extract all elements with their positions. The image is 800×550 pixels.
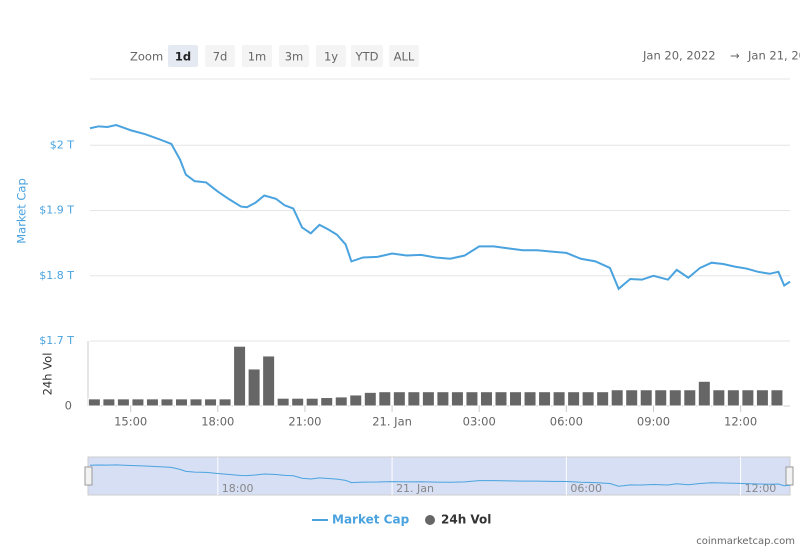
x-tick-label: 21:00 bbox=[288, 415, 321, 429]
zoom-button-label: ALL bbox=[394, 50, 415, 64]
legend-label[interactable]: Market Cap bbox=[332, 513, 410, 527]
volume-bar bbox=[407, 391, 421, 407]
volume-bar bbox=[741, 389, 755, 407]
x-tick-label: 21. Jan bbox=[372, 415, 412, 429]
volume-bar bbox=[174, 398, 188, 407]
zoom-button-label: YTD bbox=[355, 50, 379, 64]
volume-bar bbox=[581, 391, 595, 407]
volume-bar bbox=[189, 398, 203, 407]
zoom-button-label: 1m bbox=[248, 50, 267, 64]
volume-bar bbox=[450, 391, 464, 407]
volume-bar bbox=[116, 398, 130, 407]
volume-bar bbox=[87, 398, 101, 407]
volume-bar bbox=[712, 389, 726, 407]
volume-bar bbox=[320, 397, 334, 407]
date-arrow: → bbox=[730, 49, 740, 63]
x-tick-label: 12:00 bbox=[724, 415, 757, 429]
x-tick-label: 03:00 bbox=[463, 415, 496, 429]
navigator-handle[interactable] bbox=[84, 466, 93, 486]
volume-bar bbox=[625, 389, 639, 407]
volume-bar bbox=[755, 389, 769, 407]
volume-bar bbox=[160, 398, 174, 407]
zoom-button-label: 3m bbox=[285, 50, 304, 64]
volume-bar bbox=[523, 391, 537, 407]
volume-bar bbox=[726, 389, 740, 407]
zoom-button[interactable] bbox=[389, 45, 419, 67]
volume-bar bbox=[596, 391, 610, 407]
navigator-handle[interactable] bbox=[785, 466, 794, 486]
volume-bar bbox=[233, 345, 247, 407]
y2-axis-title: 24h Vol bbox=[41, 353, 55, 396]
navigator-tick-label: 21. Jan bbox=[396, 482, 434, 495]
volume-bar bbox=[538, 391, 552, 407]
zoom-button[interactable] bbox=[351, 45, 383, 67]
volume-bar bbox=[421, 391, 435, 407]
y2-tick-label: 0 bbox=[65, 399, 72, 413]
legend-label[interactable]: 24h Vol bbox=[441, 513, 491, 527]
navigator-window[interactable] bbox=[87, 456, 791, 496]
market-cap-line bbox=[89, 123, 791, 291]
volume-bar bbox=[654, 389, 668, 407]
volume-bar bbox=[334, 396, 348, 407]
volume-bar bbox=[494, 391, 508, 407]
y-axis-title: Market Cap bbox=[15, 178, 29, 244]
navigator-tick-label: 12:00 bbox=[745, 482, 777, 495]
zoom-button-label: 1y bbox=[324, 50, 338, 64]
volume-bar bbox=[102, 398, 116, 407]
volume-bar bbox=[639, 389, 653, 407]
zoom-button-label: 1d bbox=[175, 50, 191, 64]
volume-bar bbox=[305, 397, 319, 407]
volume-bar bbox=[552, 391, 566, 407]
volume-bar bbox=[145, 398, 159, 407]
y-tick-label: $1.9 T bbox=[39, 204, 74, 217]
navigator-tick-label: 18:00 bbox=[222, 482, 254, 495]
volume-bar bbox=[436, 391, 450, 407]
legend-swatch bbox=[425, 515, 435, 525]
x-tick-label: 06:00 bbox=[550, 415, 583, 429]
volume-bar bbox=[378, 391, 392, 407]
volume-bar bbox=[465, 391, 479, 407]
date-from: Jan 20, 2022 bbox=[642, 49, 716, 63]
zoom-button[interactable] bbox=[205, 45, 235, 67]
x-tick-label: 09:00 bbox=[637, 415, 670, 429]
zoom-button[interactable] bbox=[242, 45, 272, 67]
volume-bar bbox=[291, 397, 305, 407]
zoom-label: Zoom bbox=[130, 50, 163, 64]
volume-bar bbox=[247, 368, 261, 407]
x-tick-label: 15:00 bbox=[114, 415, 147, 429]
volume-bar bbox=[509, 391, 523, 407]
volume-bar bbox=[218, 398, 232, 407]
volume-bar bbox=[697, 380, 711, 407]
volume-bar bbox=[363, 391, 377, 407]
x-tick-label: 18:00 bbox=[201, 415, 234, 429]
zoom-button-label: 7d bbox=[213, 50, 228, 64]
y-tick-label: $1.7 T bbox=[39, 334, 74, 347]
y-tick-label: $1.8 T bbox=[39, 269, 74, 282]
zoom-button[interactable] bbox=[279, 45, 309, 67]
y-tick-label: $2 T bbox=[50, 138, 74, 151]
volume-bar bbox=[204, 398, 218, 407]
volume-bar bbox=[392, 391, 406, 407]
credit: coinmarketcap.com bbox=[696, 536, 795, 547]
volume-bar bbox=[479, 391, 493, 407]
navigator-line bbox=[89, 464, 791, 487]
volume-bar bbox=[668, 389, 682, 407]
volume-bar bbox=[262, 355, 276, 407]
volume-bar bbox=[770, 389, 784, 407]
zoom-button[interactable] bbox=[168, 45, 198, 67]
volume-bar bbox=[683, 389, 697, 407]
navigator-tick-label: 06:00 bbox=[570, 482, 602, 495]
date-to: Jan 21, 2022 bbox=[747, 49, 800, 63]
zoom-button[interactable] bbox=[316, 45, 346, 67]
volume-bar bbox=[567, 391, 581, 407]
volume-bar bbox=[349, 394, 363, 407]
volume-bar bbox=[276, 397, 290, 407]
volume-bar bbox=[131, 398, 145, 407]
volume-bar bbox=[610, 389, 624, 407]
